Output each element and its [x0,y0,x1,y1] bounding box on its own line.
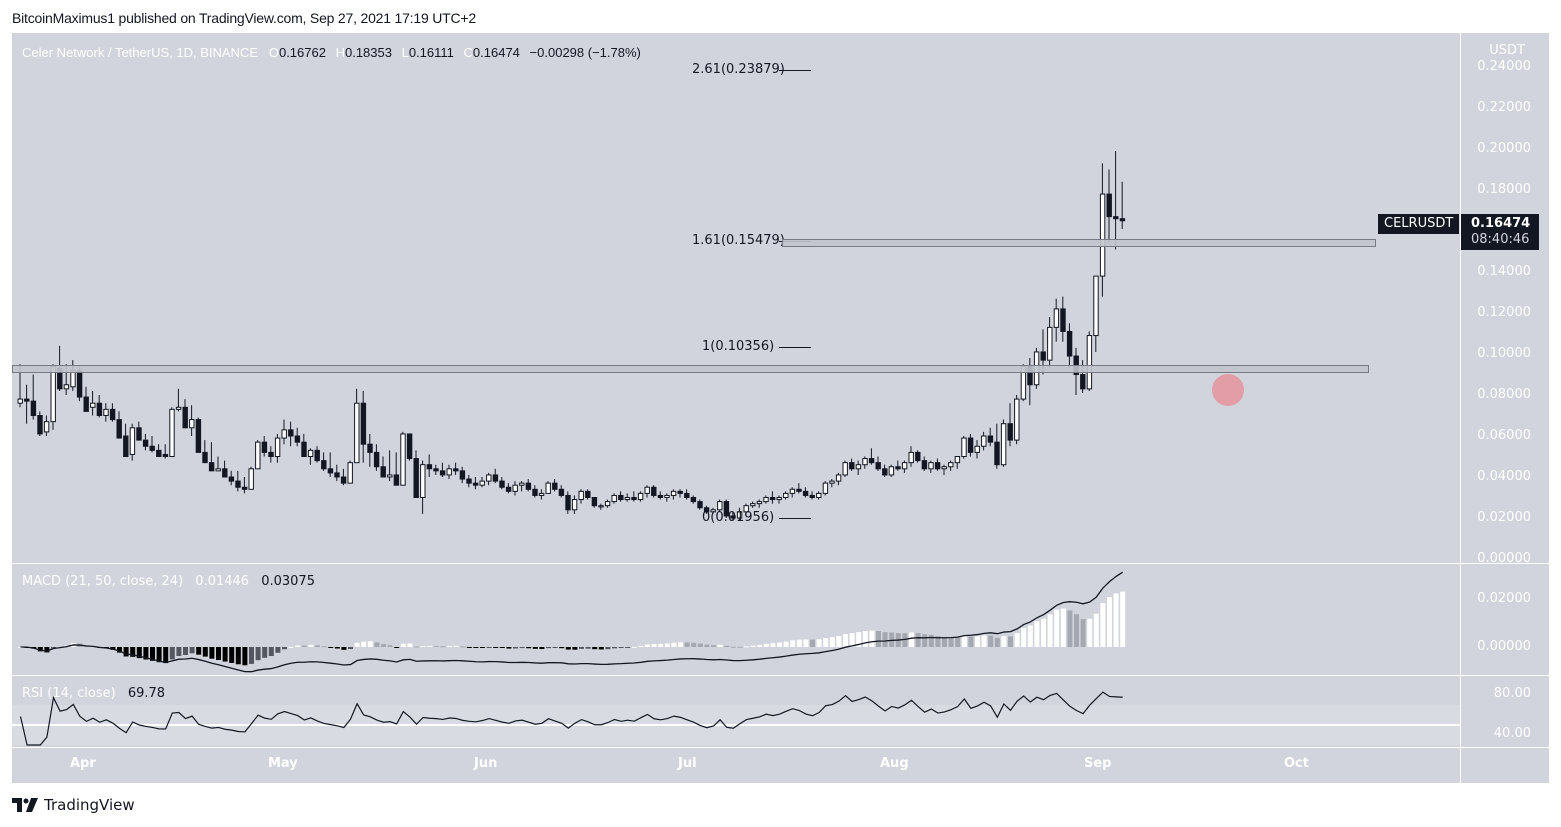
price-tick: 0.20000 [1477,141,1531,156]
support-zone[interactable] [12,365,1369,373]
month-label: Apr [70,756,96,771]
rsi-tick: 80.00 [1493,686,1531,701]
month-label: Oct [1284,756,1309,771]
rsi-label: RSI (14, close) [22,686,116,701]
price-tick: 0.18000 [1477,182,1531,197]
macd-tick: 0.02000 [1477,591,1531,606]
macd-tick: 0.00000 [1477,639,1531,654]
rsi-legend: RSI (14, close) 69.78 [22,686,165,701]
month-label: Jul [678,756,697,771]
open-value: 0.16762 [278,45,326,60]
rsi-value: 69.78 [127,686,166,701]
high-label: H [335,45,345,60]
price-tick: 0.24000 [1477,59,1531,74]
bar-countdown: 08:40:46 [1471,232,1530,247]
pane-separator[interactable] [12,563,1549,564]
chart-frame: Celer Network / TetherUS, 1D, BINANCE O0… [12,33,1549,783]
macd-hist-value: 0.01446 [195,574,250,589]
price-tick: 0.06000 [1477,428,1531,443]
pane-separator[interactable] [12,675,1549,676]
last-price-value: 0.16474 [1471,216,1531,231]
price-axis[interactable]: USDT 0.240000.220000.200000.180000.16000… [1461,33,1549,566]
rsi-series [19,691,1123,746]
symbol-title: Celer Network / TetherUS, 1D, BINANCE [22,45,258,60]
currency-label: USDT [1489,43,1525,58]
macd-axis[interactable]: 0.02000 0.00000 [1461,564,1549,675]
fib-label-2-61: 2.61(0.23879) [692,62,785,77]
rsi-midline [12,724,1460,726]
fib-line-1[interactable] [779,347,811,348]
fib-label-1-61: 1.61(0.15479) [692,233,785,248]
macd-label: MACD (21, 50, close, 24) [22,574,184,589]
close-value: 0.16474 [472,45,520,60]
publish-line: BitcoinMaximus1 published on TradingView… [12,10,476,26]
open-label: O [268,45,279,60]
brand-name: TradingView [44,796,135,814]
month-label: Aug [880,756,909,771]
footer-brand[interactable]: TradingView [12,796,135,814]
time-axis-corner [1461,748,1549,783]
symbol-legend: Celer Network / TetherUS, 1D, BINANCE O0… [22,45,647,60]
change-value: −0.00298 (−1.78%) [529,45,641,60]
month-label: Sep [1084,756,1112,771]
last-price-tag: 0.16474 08:40:46 [1461,214,1539,250]
price-tick: 0.12000 [1477,305,1531,320]
price-tick: 0.08000 [1477,387,1531,402]
resistance-zone[interactable] [782,239,1376,247]
price-tick: 0.14000 [1477,264,1531,279]
tradingview-logo-icon [12,798,38,812]
close-label: C [463,45,473,60]
time-axis[interactable]: Apr May Jun Jul Aug Sep Oct [12,748,1460,783]
month-label: Jun [474,756,498,771]
macd-legend: MACD (21, 50, close, 24) 0.01446 0.03075 [22,574,315,589]
fib-line-0[interactable] [779,518,811,519]
fib-line-2-61[interactable] [779,70,811,71]
fib-label-1: 1(0.10356) [702,339,775,354]
macd-value: 0.03075 [261,574,315,589]
pane-separator[interactable] [12,747,1549,748]
fib-label-0: 0(0.01956) [702,510,775,525]
price-pane[interactable]: Celer Network / TetherUS, 1D, BINANCE O0… [12,33,1460,563]
month-label: May [268,756,298,771]
macd-series [18,571,1126,673]
price-tick: 0.02000 [1477,510,1531,525]
low-label: L [401,45,409,60]
price-tick: 0.00000 [1477,551,1531,566]
axis-separator [1460,33,1461,783]
high-value: 0.18353 [344,45,392,60]
price-tick: 0.10000 [1477,346,1531,361]
candlestick-series [17,151,1126,521]
rsi-tick: 40.00 [1493,726,1531,741]
symbol-price-tag: CELRUSDT [1378,214,1459,234]
price-tick: 0.22000 [1477,100,1531,115]
price-tick: 0.04000 [1477,469,1531,484]
low-value: 0.16111 [408,45,454,60]
rsi-pane[interactable]: RSI (14, close) 69.78 [12,676,1460,747]
highlight-circle [1212,374,1244,406]
macd-pane[interactable]: MACD (21, 50, close, 24) 0.01446 0.03075 [12,564,1460,675]
rsi-axis[interactable]: 80.00 40.00 [1461,676,1549,747]
